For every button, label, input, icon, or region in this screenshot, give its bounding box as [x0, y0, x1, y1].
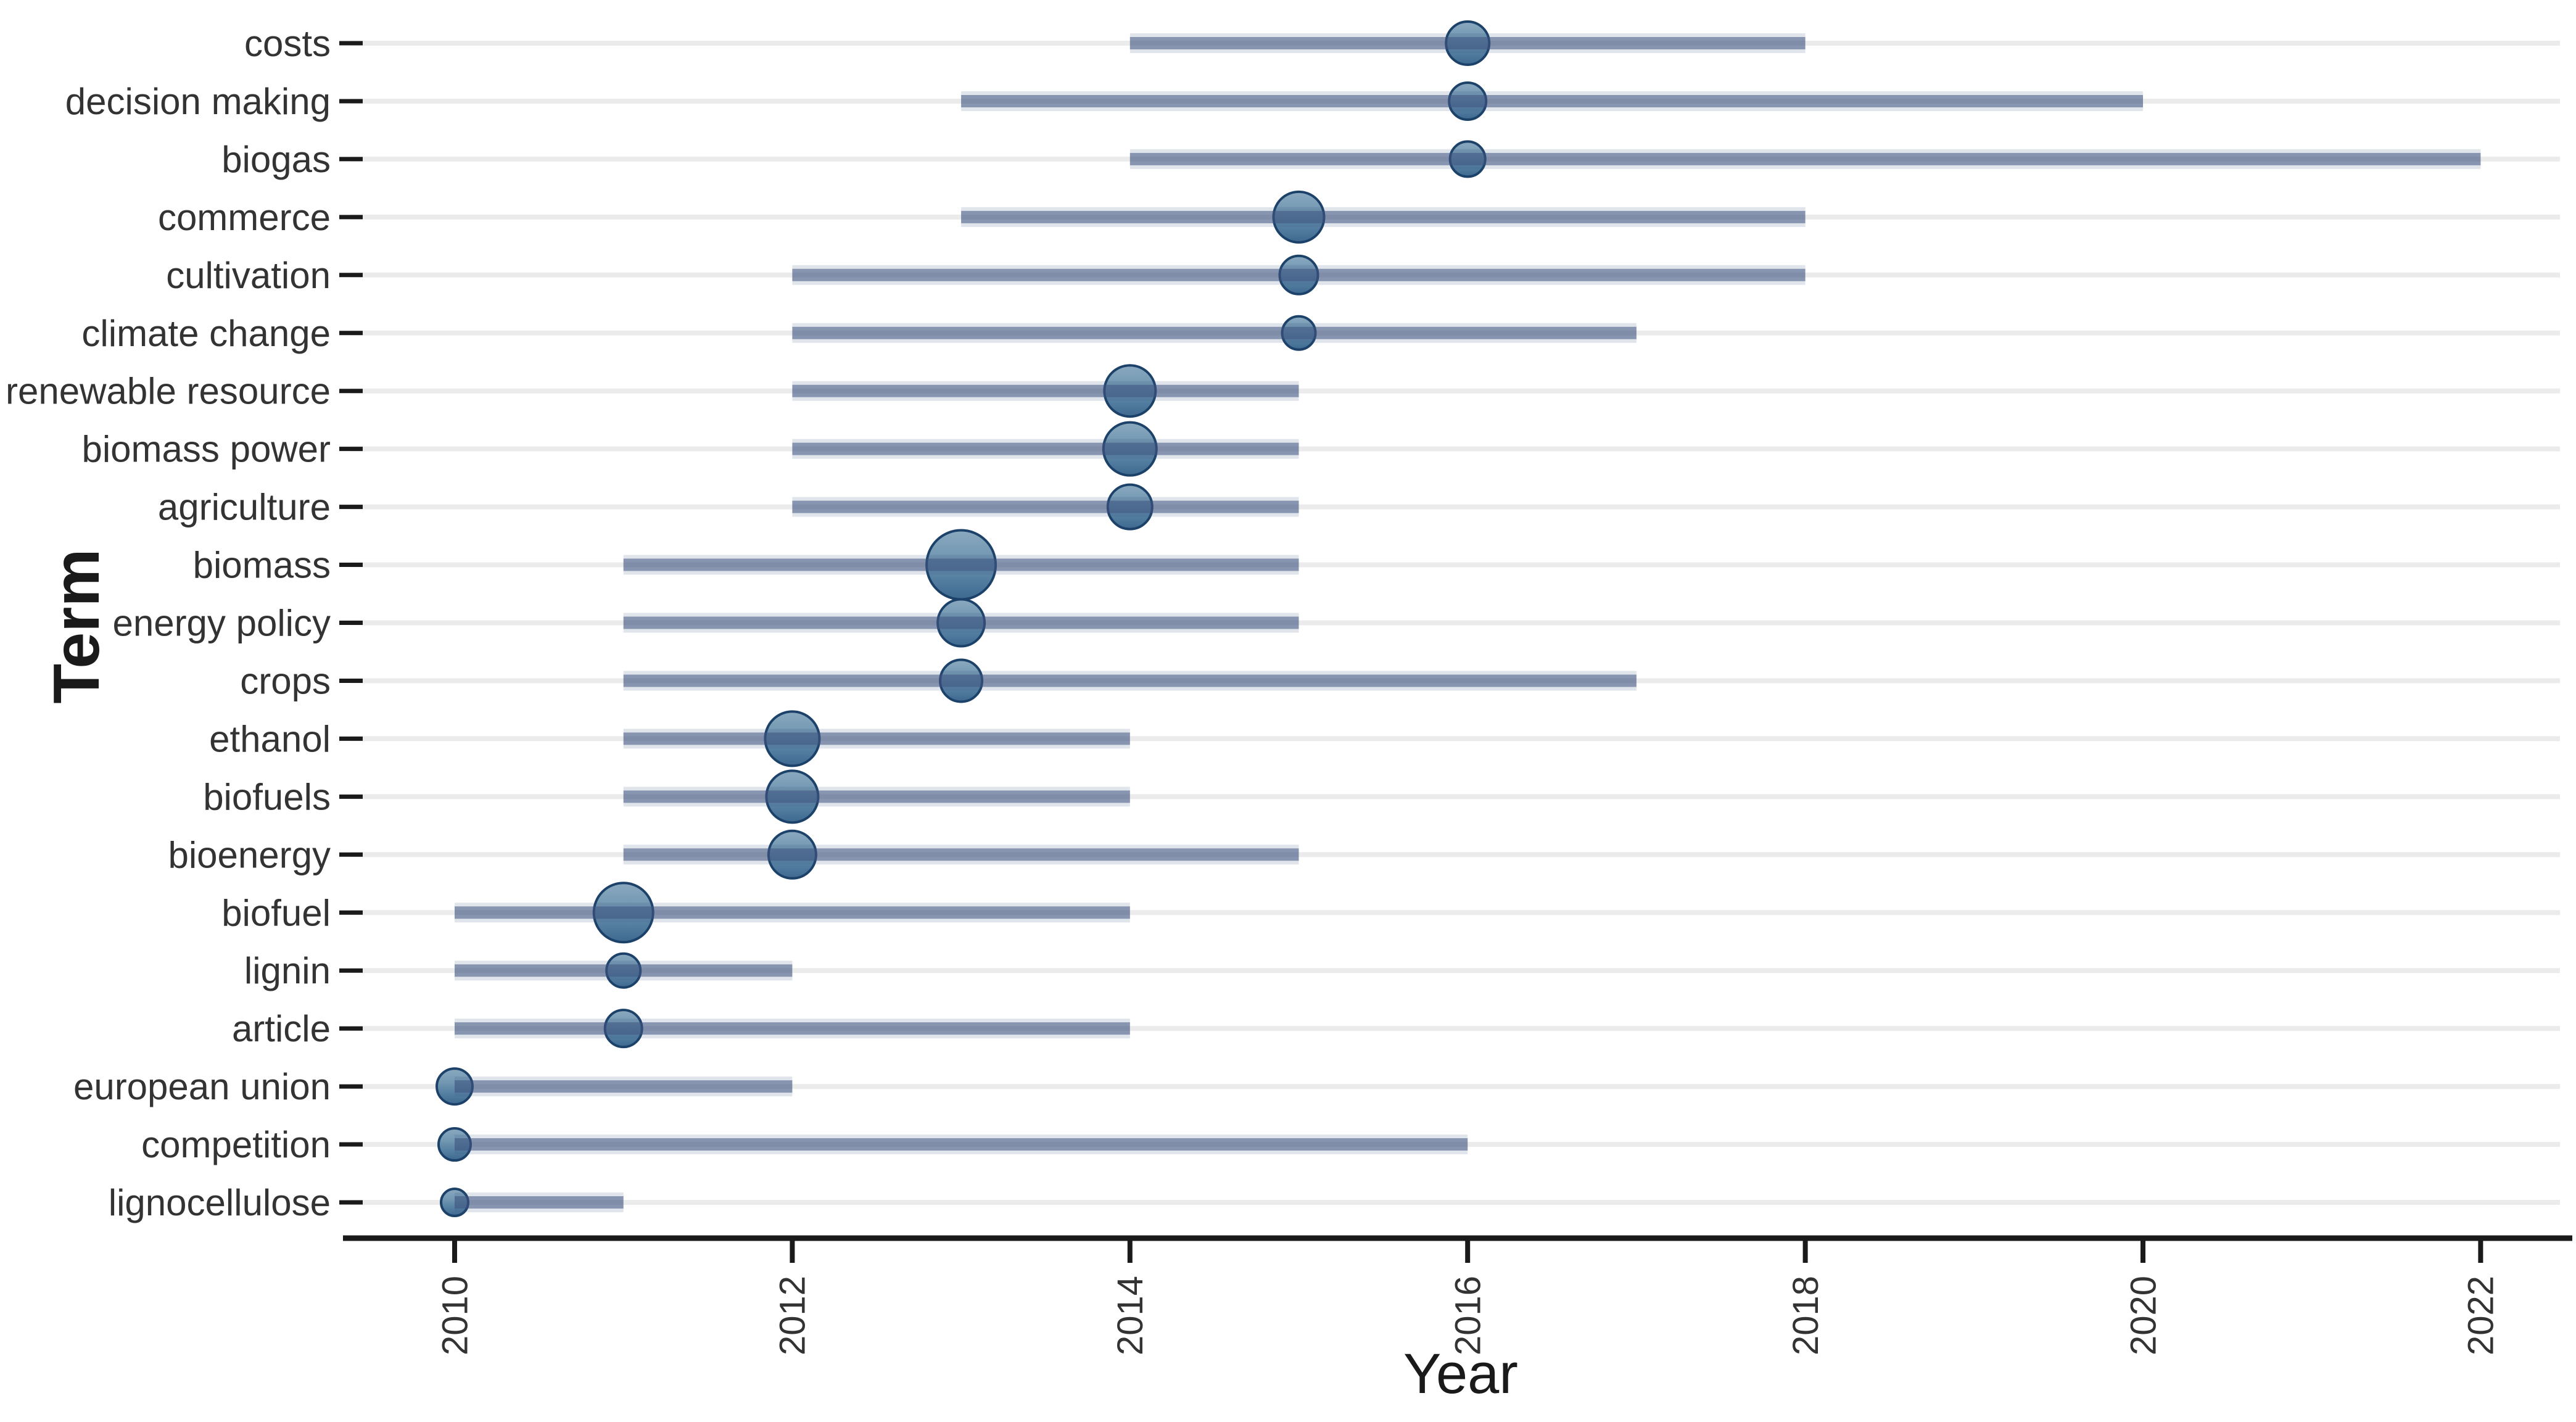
- term-label: decision making: [65, 81, 331, 122]
- term-label: ethanol: [209, 718, 331, 759]
- term-label: european union: [73, 1066, 331, 1107]
- term-label: article: [232, 1008, 331, 1049]
- term-label: biomass: [193, 545, 331, 586]
- x-axis-ticks: [452, 1241, 2483, 1263]
- term-label: costs: [244, 23, 331, 64]
- term-label: competition: [141, 1124, 331, 1165]
- term-label: renewable resource: [6, 371, 331, 412]
- term-label: lignin: [244, 950, 331, 991]
- x-tick-label: 2016: [1448, 1276, 1488, 1355]
- term-label: biofuel: [221, 892, 331, 933]
- x-tick-label: 2022: [2461, 1276, 2501, 1355]
- term-label: agriculture: [158, 487, 331, 528]
- y-axis-ticks: [339, 41, 363, 1205]
- y-axis-title: Term: [40, 548, 113, 703]
- term-label: biofuels: [203, 776, 331, 817]
- term-label: lignocellulose: [109, 1182, 331, 1223]
- y-axis-labels: costs decision making biogas commerce cultiv…: [6, 23, 331, 1223]
- term-label: biomass power: [81, 429, 331, 470]
- x-axis-tick-labels: 2010 2012 2014 2016 2018 2020 2022: [435, 1276, 2501, 1355]
- term-label: biogas: [221, 139, 331, 180]
- x-tick-label: 2010: [435, 1276, 475, 1355]
- year-range-segments: [455, 33, 2481, 1212]
- x-tick-label: 2020: [2123, 1276, 2163, 1355]
- term-label: commerce: [158, 197, 331, 238]
- x-tick-label: 2018: [1786, 1276, 1826, 1355]
- x-tick-label: 2012: [773, 1276, 813, 1355]
- x-axis-title: Year: [1403, 1342, 1518, 1405]
- term-label: climate change: [81, 313, 331, 354]
- term-label: energy policy: [112, 603, 331, 644]
- term-label: bioenergy: [168, 834, 331, 875]
- term-label: crops: [240, 660, 331, 701]
- x-tick-label: 2014: [1110, 1276, 1150, 1355]
- term-label: cultivation: [166, 255, 331, 296]
